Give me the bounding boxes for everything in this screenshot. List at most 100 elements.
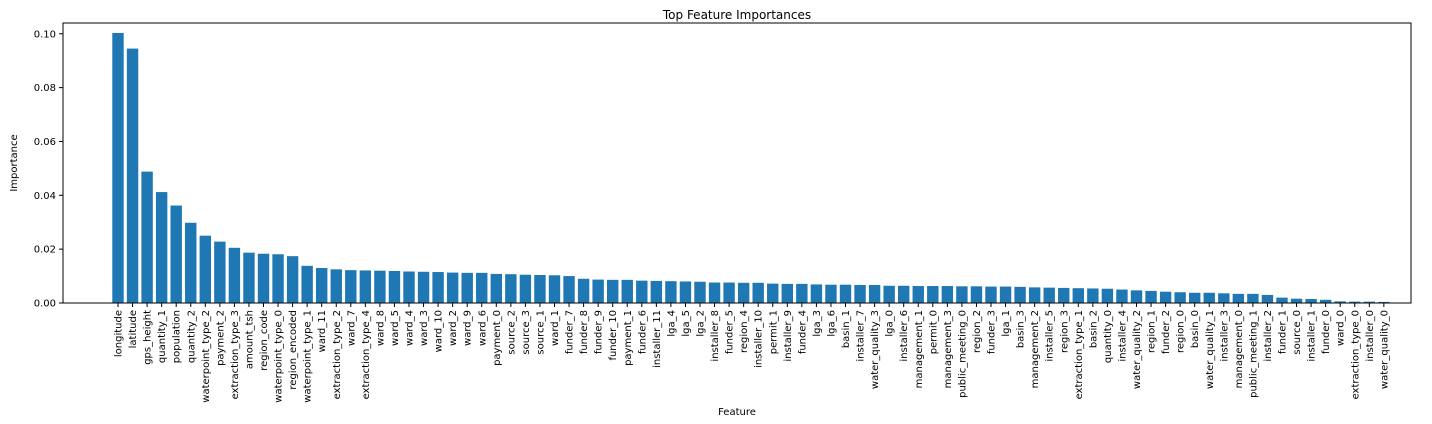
- x-tick-label: region_1: [1147, 310, 1158, 353]
- x-tick-label: ward_11: [317, 310, 328, 352]
- x-tick-label: ward_7: [346, 310, 357, 346]
- x-tick-label: permit_0: [928, 310, 939, 354]
- bar: [403, 271, 415, 303]
- x-tick-label: ward_6: [477, 310, 488, 346]
- bar: [1058, 287, 1070, 303]
- bar: [1232, 293, 1245, 303]
- bar: [1334, 301, 1346, 303]
- bar: [476, 272, 488, 303]
- x-tick-label: installer_0: [1365, 310, 1376, 362]
- x-tick-label: public_meeting_1: [1248, 310, 1259, 398]
- x-tick-label: funder_7: [565, 310, 576, 354]
- x-tick-label: latitude: [128, 310, 139, 348]
- x-tick-label: source_0: [1292, 310, 1303, 355]
- bar: [330, 269, 342, 303]
- x-axis: longitude latitude gps_height quantity_1 pop…: [114, 303, 1390, 403]
- bar: [854, 284, 866, 303]
- bar: [1218, 293, 1230, 303]
- x-axis-label: Feature: [718, 407, 756, 418]
- bar: [155, 192, 168, 303]
- bar: [927, 286, 939, 303]
- x-tick-label: basin_0: [1190, 310, 1201, 348]
- y-axis-label: Importance: [9, 134, 20, 191]
- x-tick-label: management_1: [914, 310, 925, 388]
- bar: [679, 281, 692, 303]
- x-tick-label: extraction_type_4: [361, 310, 372, 399]
- x-tick-label: lga_2: [696, 310, 707, 337]
- x-tick-label: water_quality_1: [1205, 310, 1216, 389]
- x-tick-label: funder_2: [1161, 310, 1172, 354]
- y-tick-label: 0.06: [34, 137, 56, 148]
- bar: [519, 274, 532, 303]
- y-axis: 0.00 0.02 0.04 0.06 0.08 0.10: [34, 29, 63, 310]
- bar: [1072, 288, 1084, 303]
- x-tick-label: installer_4: [1117, 310, 1128, 362]
- bar: [1043, 287, 1055, 303]
- x-tick-label: payment_0: [492, 310, 503, 366]
- bar: [1349, 301, 1361, 303]
- x-tick-label: quantity_1: [157, 310, 168, 363]
- x-tick-label: region_code: [259, 310, 270, 371]
- bar: [432, 272, 444, 303]
- bar: [912, 286, 924, 303]
- bar: [737, 282, 750, 303]
- bar: [708, 282, 721, 303]
- y-tick-label: 0.04: [34, 191, 56, 202]
- x-tick-label: gps_height: [143, 310, 154, 365]
- x-tick-label: waterpoint_type_0: [274, 310, 285, 403]
- bar: [723, 282, 735, 303]
- x-tick-label: region_encoded: [288, 310, 299, 390]
- x-tick-label: funder_4: [797, 310, 808, 354]
- bar: [592, 279, 604, 303]
- x-tick-label: ward_5: [390, 310, 401, 346]
- x-tick-label: management_2: [1030, 310, 1041, 388]
- x-tick-label: population: [172, 310, 183, 363]
- bar: [141, 171, 153, 303]
- x-tick-label: lga_5: [681, 310, 692, 337]
- x-tick-label: source_1: [535, 310, 546, 355]
- x-tick-label: ward_1: [550, 310, 561, 346]
- bar: [228, 247, 241, 303]
- bar: [548, 275, 561, 303]
- x-tick-label: management_3: [943, 310, 954, 388]
- bar: [1305, 298, 1317, 303]
- bar: [374, 270, 386, 303]
- bar: [534, 275, 546, 303]
- bar: [316, 268, 328, 303]
- x-tick-label: lga_1: [1001, 310, 1012, 337]
- bar: [810, 284, 823, 303]
- bar: [286, 256, 299, 303]
- bar: [825, 284, 837, 303]
- x-tick-label: lga_3: [812, 310, 823, 337]
- bar: [1130, 290, 1143, 303]
- x-tick-label: quantity_0: [1103, 310, 1114, 363]
- bar: [1290, 298, 1303, 303]
- bar: [999, 286, 1012, 303]
- bar: [170, 205, 182, 303]
- x-tick-label: installer_8: [710, 310, 721, 362]
- x-tick-label: funder_1: [1278, 310, 1289, 354]
- x-tick-label: funder_3: [987, 310, 998, 354]
- x-tick-label: quantity_2: [186, 310, 197, 363]
- bar: [970, 286, 983, 303]
- x-tick-label: ward_0: [1336, 310, 1347, 346]
- bar: [563, 276, 575, 303]
- x-tick-label: management_0: [1234, 310, 1245, 388]
- x-tick-label: ward_9: [463, 310, 474, 346]
- x-tick-label: installer_3: [1219, 310, 1230, 362]
- x-tick-label: installer_5: [1045, 310, 1056, 362]
- x-tick-label: ward_10: [434, 310, 445, 352]
- bar: [1145, 290, 1157, 303]
- x-tick-label: longitude: [114, 310, 125, 357]
- x-tick-label: water_quality_0: [1379, 310, 1390, 389]
- x-tick-label: lga_4: [666, 310, 677, 337]
- x-tick-label: lga_0: [885, 310, 896, 337]
- x-tick-label: water_quality_3: [870, 310, 881, 389]
- bar: [1087, 288, 1099, 303]
- bar: [694, 281, 706, 303]
- bar: [752, 282, 764, 303]
- x-tick-label: installer_6: [899, 310, 910, 362]
- bar: [1116, 289, 1128, 303]
- bar: [257, 253, 270, 303]
- bar: [1319, 299, 1332, 303]
